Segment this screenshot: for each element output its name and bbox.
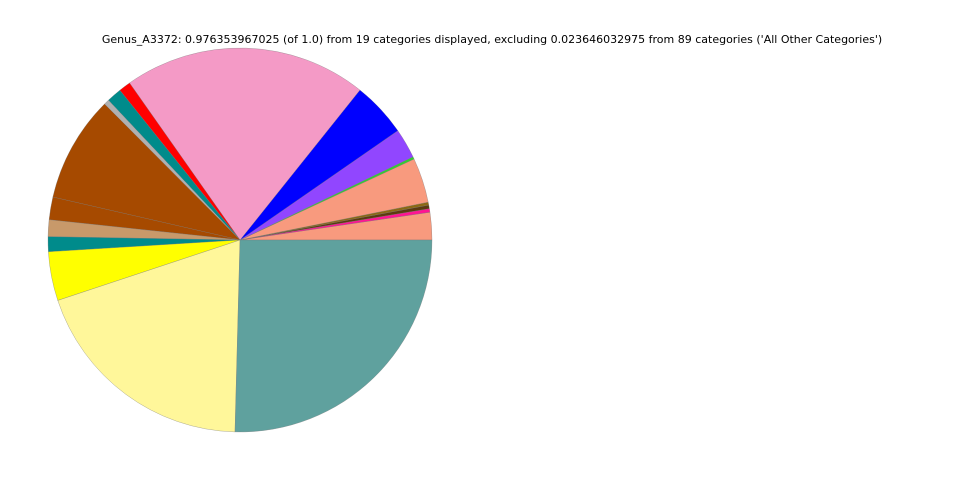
pie-slice [57,239,241,433]
pie-slice [129,47,361,241]
pie-slice [52,103,241,241]
pie-slice [234,239,433,433]
chart-title: Genus_A3372: 0.976353967025 (of 1.0) fro… [102,33,882,46]
